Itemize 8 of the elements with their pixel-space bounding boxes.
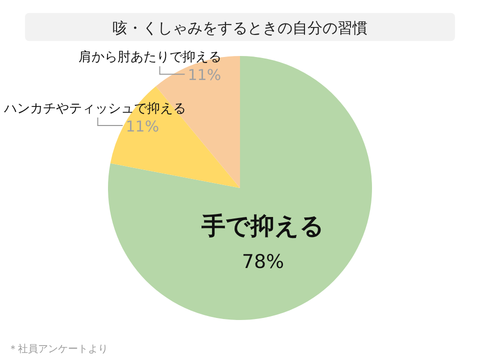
data-label: 11% bbox=[126, 118, 160, 136]
chart-title: 咳・くしゃみをするときの自分の習慣 bbox=[112, 19, 368, 37]
data-label: 78% bbox=[242, 251, 284, 273]
slice-label: 手で抑える bbox=[200, 212, 324, 240]
slice-label: ハンカチやティッシュで抑える bbox=[3, 102, 186, 117]
text: ＊社員アンケートより bbox=[8, 343, 108, 355]
slice-label: 肩から肘あたりで抑える bbox=[78, 49, 222, 66]
data-label: 11% bbox=[188, 66, 222, 84]
